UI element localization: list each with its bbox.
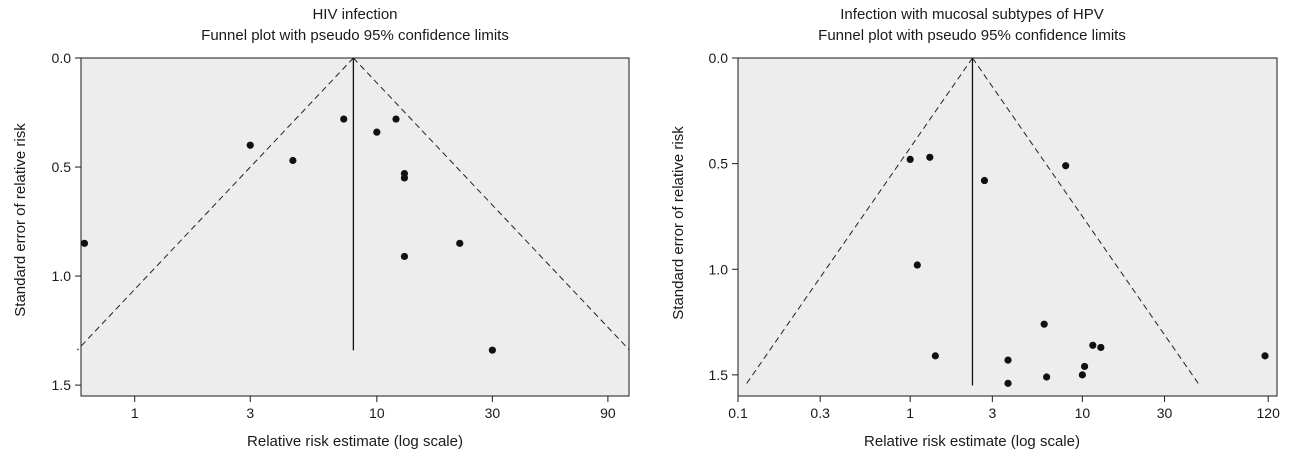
y-axis-label: Standard error of relative risk	[12, 123, 29, 317]
study-point	[246, 141, 254, 149]
y-tick-label: 0.0	[709, 50, 729, 66]
chart-title: HIV infection	[312, 6, 397, 23]
plot-area	[80, 57, 630, 397]
x-axis-label: Relative risk estimate (log scale)	[864, 433, 1080, 450]
study-point	[1089, 341, 1097, 349]
study-point	[980, 176, 989, 185]
x-tick-label: 90	[600, 405, 616, 421]
chart-subtitle: Funnel plot with pseudo 95% confidence l…	[201, 27, 509, 44]
lower-confidence-limit	[744, 57, 973, 386]
study-point	[1004, 379, 1012, 387]
x-tick-label: 3	[246, 405, 254, 421]
y-tick-label: 0.5	[52, 159, 72, 175]
x-tick-label: 0.1	[728, 405, 748, 421]
x-tick-label: 10	[369, 405, 385, 421]
y-tick-label: 1.0	[52, 268, 72, 284]
plot-marks: 0.1 0.3 1 3 10 30 120 0.0 0.5 1.0 1.5	[709, 50, 1281, 421]
study-point	[926, 153, 934, 161]
lower-confidence-limit	[76, 57, 354, 351]
chart-title: Infection with mucosal subtypes of HPV	[840, 6, 1103, 23]
x-tick-label: 3	[988, 405, 996, 421]
study-point	[289, 156, 297, 165]
study-point	[1062, 162, 1070, 170]
y-tick-label: 0.0	[52, 50, 72, 66]
x-tick-label: 30	[485, 405, 501, 421]
study-point	[1040, 320, 1048, 328]
x-tick-label: 1	[906, 405, 914, 421]
y-tick-label: 1.0	[709, 261, 729, 277]
y-axis-label: Standard error of relative risk	[670, 126, 687, 320]
hiv-funnel-panel: HIV infection Funnel plot with pseudo 95…	[12, 6, 630, 450]
study-point	[456, 239, 464, 247]
plot-area	[737, 57, 1278, 397]
study-point	[1078, 371, 1086, 379]
study-point	[488, 346, 496, 354]
x-axis-label: Relative risk estimate (log scale)	[247, 433, 463, 450]
study-point	[1097, 343, 1105, 352]
study-point	[1080, 362, 1089, 371]
y-tick-label: 0.5	[709, 156, 729, 172]
study-point	[392, 115, 400, 123]
study-point	[373, 128, 381, 136]
study-point	[400, 252, 409, 261]
chart-subtitle: Funnel plot with pseudo 95% confidence l…	[818, 27, 1126, 44]
study-point	[80, 239, 89, 247]
hpv-funnel-panel: Infection with mucosal subtypes of HPV F…	[670, 6, 1280, 450]
study-point	[913, 261, 921, 269]
y-tick-label: 1.5	[52, 377, 72, 393]
study-point	[931, 352, 939, 360]
y-tick-label: 1.5	[709, 367, 729, 383]
study-point	[1004, 356, 1012, 364]
study-point	[400, 174, 409, 182]
plot-marks: 1 3 10 30 90 0.0 0.5 1.0 1.5	[52, 50, 630, 421]
x-tick-label: 120	[1257, 405, 1281, 421]
x-tick-label: 0.3	[810, 405, 830, 421]
study-point	[1261, 352, 1269, 360]
study-point	[1043, 373, 1051, 381]
x-tick-label: 10	[1075, 405, 1091, 421]
study-point	[906, 155, 914, 163]
x-tick-label: 30	[1157, 405, 1173, 421]
x-tick-label: 1	[131, 405, 139, 421]
upper-confidence-limit	[972, 57, 1201, 386]
study-point	[340, 115, 348, 123]
upper-confidence-limit	[353, 57, 630, 351]
